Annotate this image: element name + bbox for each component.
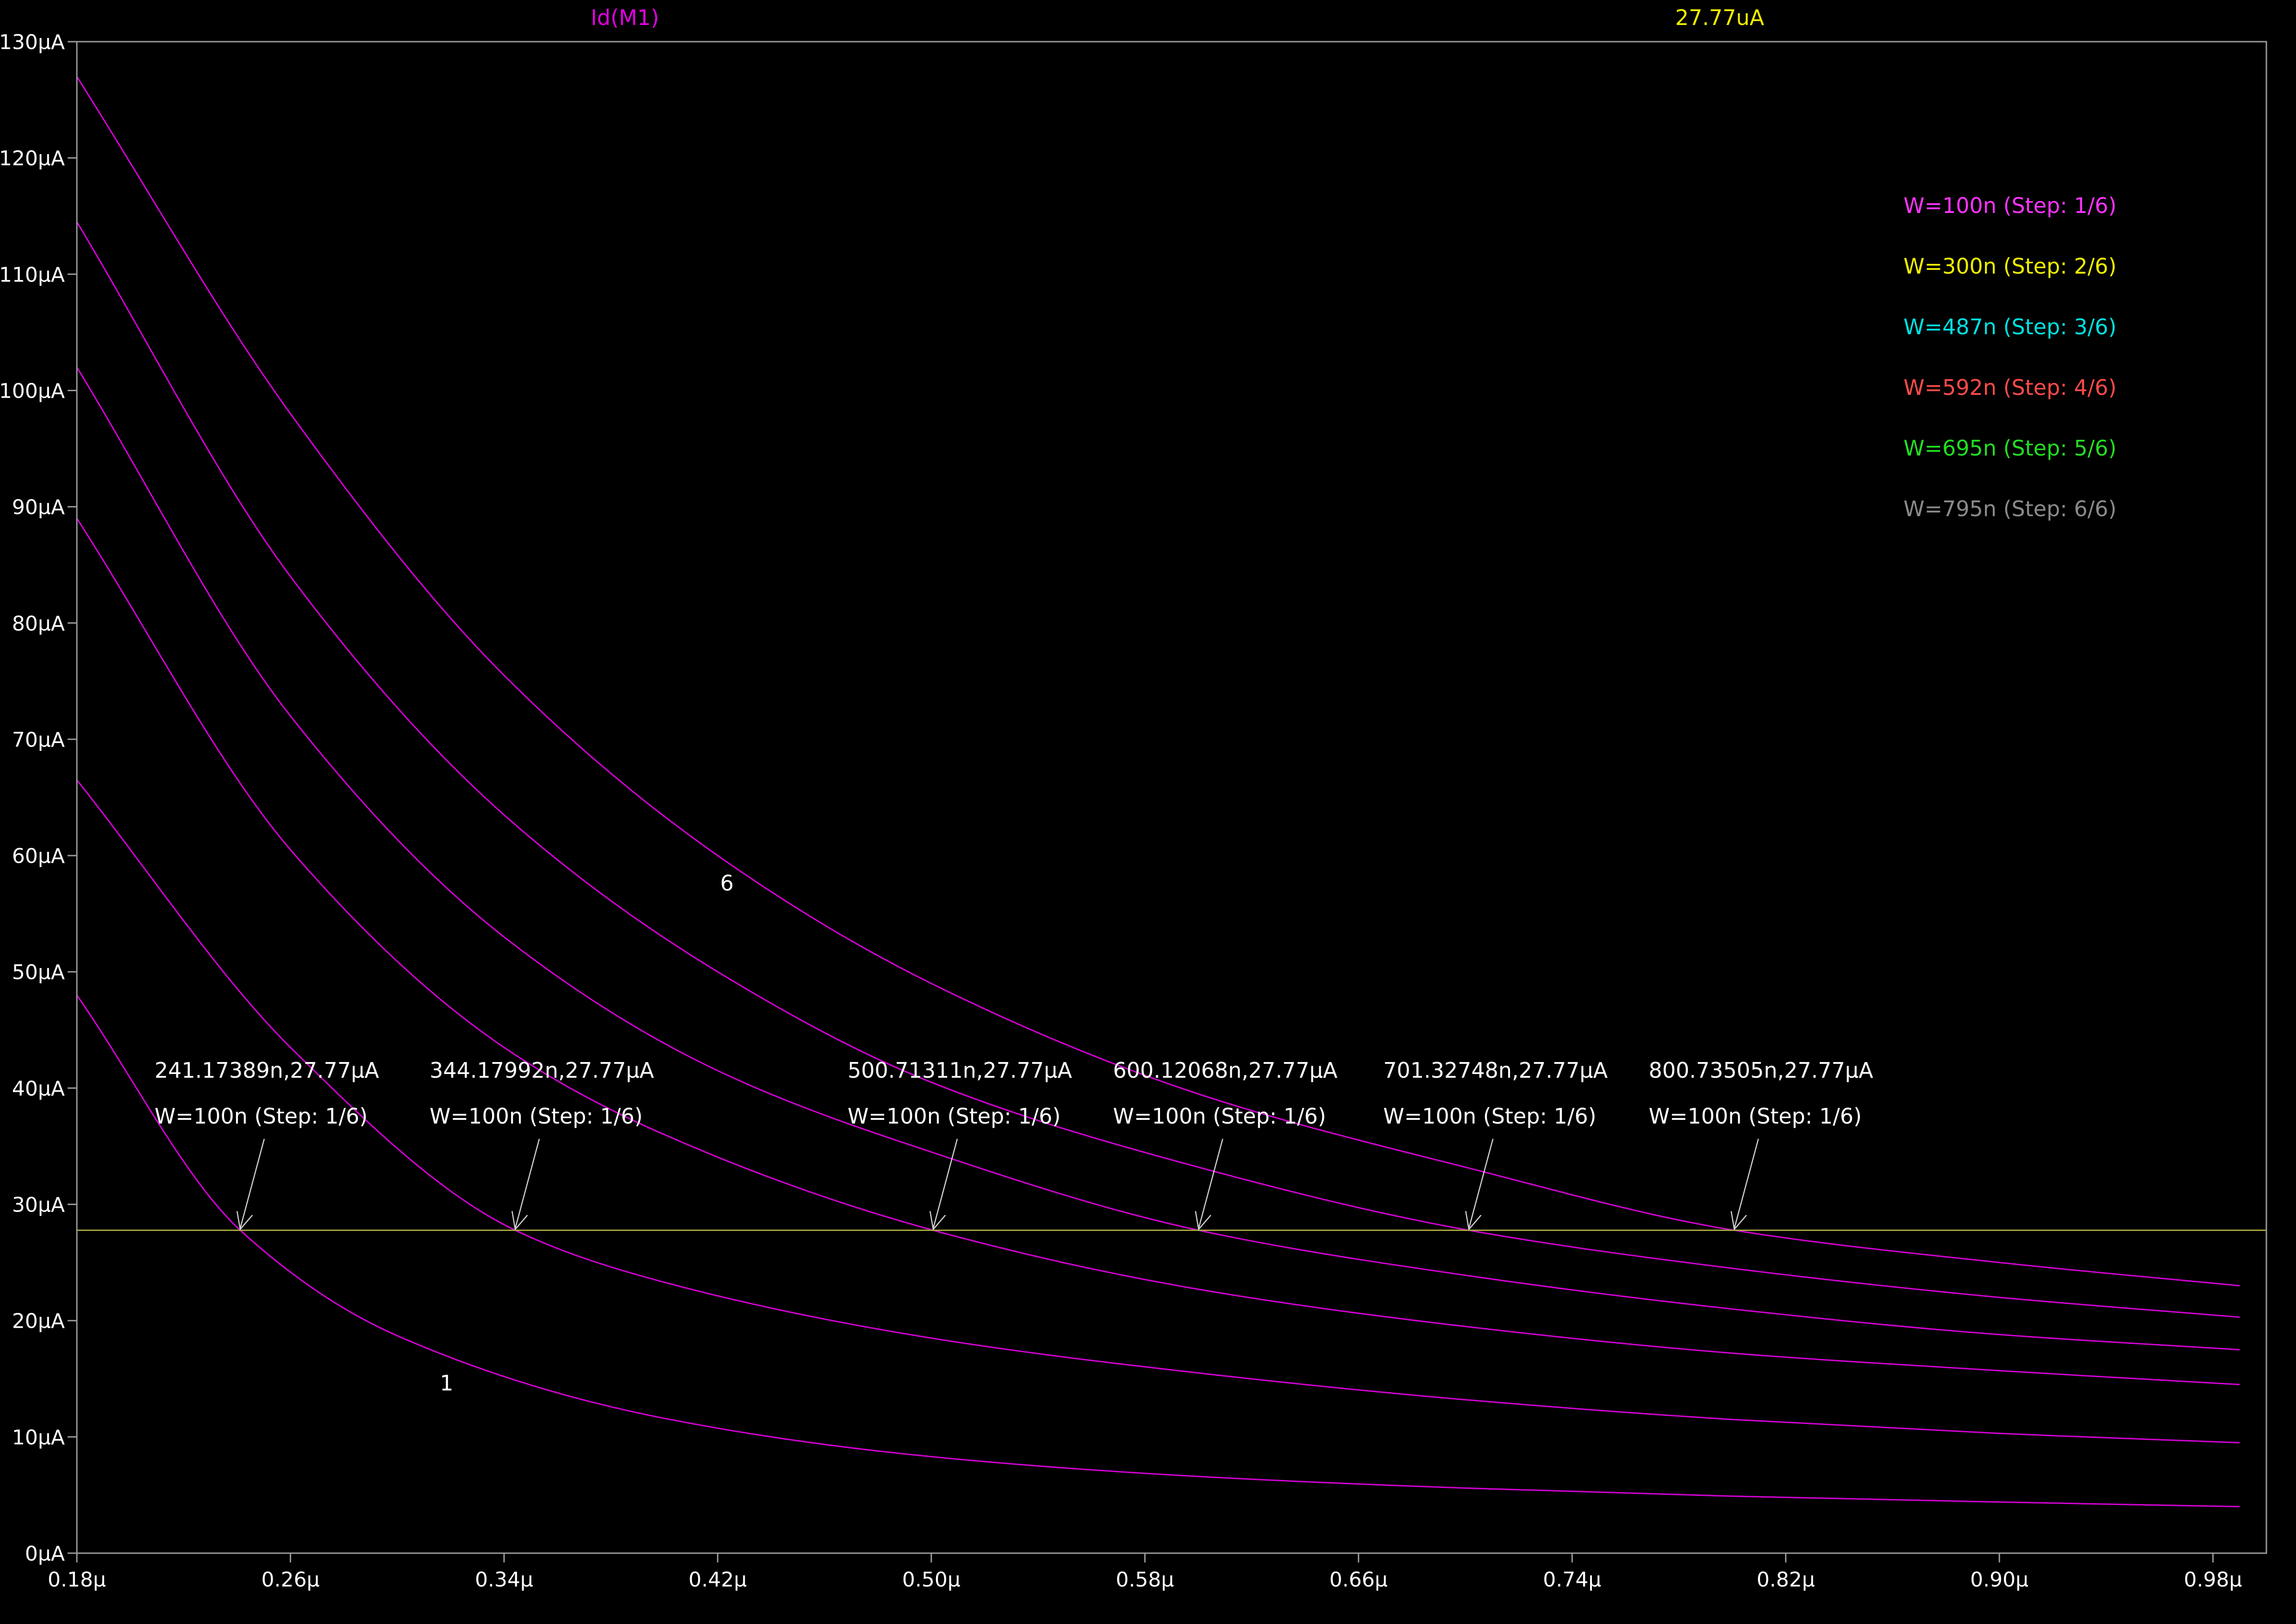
y-tick-label: 20µA [12,1310,65,1333]
legend-entry: W=592n (Step: 4/6) [1903,375,2116,400]
y-tick-label: 40µA [12,1077,65,1100]
series-line-5 [76,221,2240,1318]
x-tick-label: 0.26µ [261,1568,319,1592]
x-tick-label: 0.82µ [1757,1568,1815,1592]
legend-entry: W=695n (Step: 5/6) [1903,436,2116,461]
x-tick-label: 0.42µ [688,1568,747,1592]
annotation-arrow-shaft [514,1138,540,1229]
annotation-arrow-head [1195,1211,1211,1231]
y-tick-label: 0µA [25,1542,65,1566]
annotation-arrow-shaft [1734,1138,1759,1229]
annotation-coordinates: 344.17992n,27.77µA [430,1058,654,1083]
cursor-value: 27.77uA [1675,5,1765,30]
annotation-step: W=100n (Step: 1/6) [155,1104,368,1129]
annotation-arrow-head [236,1211,253,1231]
annotation-arrow-shaft [239,1138,265,1229]
y-tick-label: 60µA [12,844,65,868]
y-tick-label: 10µA [12,1426,65,1449]
y-tick-label: 90µA [12,496,65,519]
annotation-step: W=100n (Step: 1/6) [1649,1104,1862,1129]
y-tick-label: 130µA [0,31,65,54]
legend-entry: W=300n (Step: 2/6) [1903,254,2116,279]
annotation-coordinates: 600.12068n,27.77µA [1113,1058,1337,1083]
series-line-6 [76,76,2240,1287]
x-tick-label: 0.74µ [1543,1568,1601,1592]
curve-marker-label: 1 [440,1370,453,1395]
series-line-4 [76,367,2240,1350]
y-tick-label: 120µA [0,147,65,170]
x-tick-label: 0.50µ [902,1568,961,1592]
axis-ticks [68,41,2214,1562]
annotation-arrow-shaft [932,1138,958,1229]
annotation-step: W=100n (Step: 1/6) [1383,1104,1596,1129]
annotation-arrow-head [1465,1211,1482,1231]
annotation-arrow-head [929,1211,946,1231]
y-tick-label: 100µA [0,379,65,403]
annotation-arrow-shaft [1468,1138,1494,1229]
step-legend: W=100n (Step: 1/6) W=300n (Step: 2/6) W=48… [1903,193,2116,521]
x-tick-label: 0.90µ [1970,1568,2028,1592]
annotation-step: W=100n (Step: 1/6) [1113,1104,1326,1129]
curve-step-markers: 61 [440,870,734,1395]
y-tick-label: 70µA [12,728,65,752]
annotation-coordinates: 500.71311n,27.77µA [848,1058,1072,1083]
y-tick-label: 110µA [0,263,65,287]
legend-entry: W=100n (Step: 1/6) [1903,193,2116,218]
plot-frame [76,41,2267,1554]
y-tick-label: 80µA [12,612,65,636]
legend-entry: W=487n (Step: 3/6) [1903,314,2116,339]
annotation-step: W=100n (Step: 1/6) [848,1104,1061,1129]
x-tick-label: 0.18µ [48,1568,106,1592]
x-tick-label: 0.66µ [1329,1568,1388,1592]
y-axis-tick-labels: 0µA 10µA 20µA 30µA 40µA 50µA 60µA 70µA 80µA 90µA 1… [0,31,65,1566]
cursor-annotations: 241.17389n,27.77µA W=100n (Step: 1/6) 344.… [155,1058,1873,1231]
x-tick-label: 0.34µ [475,1568,533,1592]
series-line-3 [76,518,2240,1386]
y-tick-label: 50µA [12,961,65,984]
annotation-arrow-head [1730,1211,1747,1231]
series-line-2 [76,779,2240,1443]
annotation-step: W=100n (Step: 1/6) [430,1104,643,1129]
trace-curves[interactable] [76,76,2240,1507]
x-tick-label: 0.98µ [2184,1568,2242,1592]
annotation-coordinates: 241.17389n,27.77µA [155,1058,379,1083]
series-line-1 [76,994,2240,1507]
y-tick-label: 30µA [12,1193,65,1217]
annotation-arrow-head [511,1211,528,1231]
legend-entry: W=795n (Step: 6/6) [1903,496,2116,521]
x-axis-tick-labels: 0.18µ 0.26µ 0.34µ 0.42µ 0.50µ 0.58µ 0.66µ 0.74µ… [48,1568,2242,1592]
curve-marker-label: 6 [720,870,734,895]
trace-label[interactable]: Id(M1) [591,5,659,30]
annotation-coordinates: 800.73505n,27.77µA [1649,1058,1873,1083]
annotation-coordinates: 701.32748n,27.77µA [1383,1058,1608,1083]
annotation-arrow-shaft [1198,1138,1223,1229]
x-tick-label: 0.58µ [1116,1568,1174,1592]
